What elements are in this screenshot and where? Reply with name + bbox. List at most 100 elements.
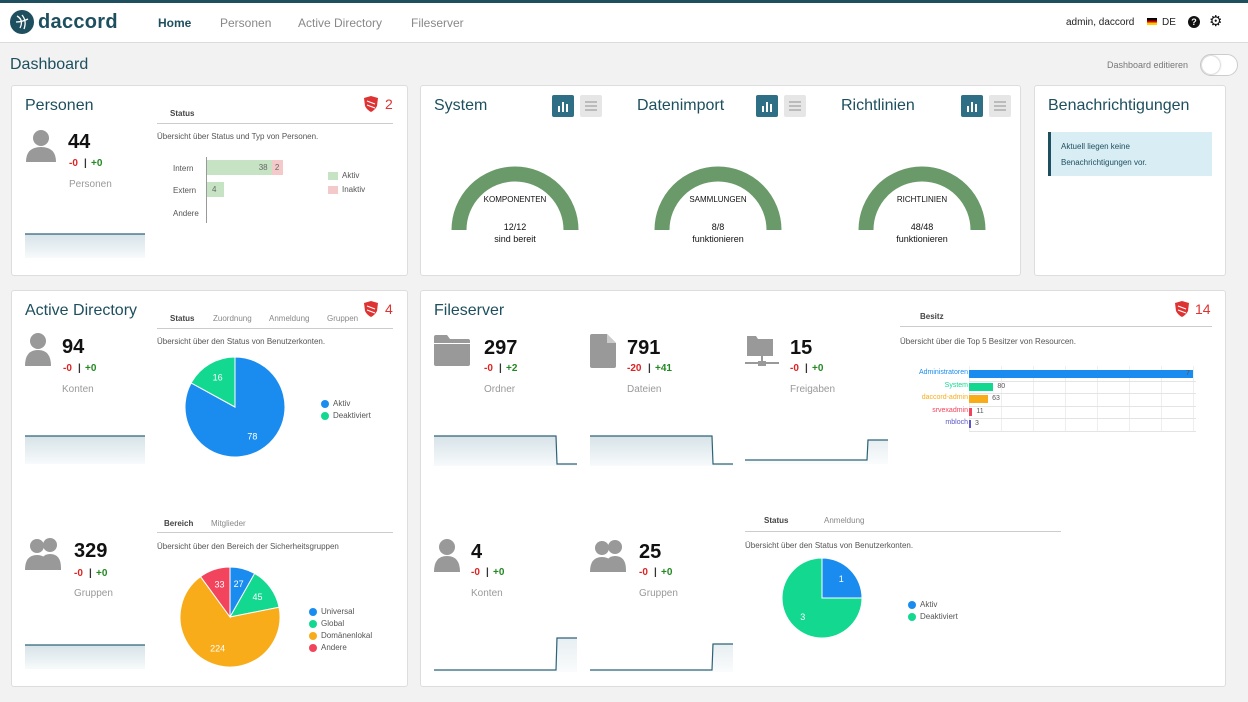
bar-intern-inaktiv[interactable]: 2 bbox=[271, 160, 283, 175]
fs-gruppen-label: Gruppen bbox=[639, 588, 678, 599]
ad-gruppen-pie[interactable]: 27 45 224 33 bbox=[175, 562, 285, 672]
bar-intern-aktiv[interactable]: 38 bbox=[207, 160, 272, 175]
ad-konten-pie[interactable]: 78 16 bbox=[180, 352, 290, 462]
ad-tab-mitglieder[interactable]: Mitglieder bbox=[211, 519, 246, 528]
file-icon bbox=[590, 334, 616, 368]
legend-domaenenlokal: Domänenlokal bbox=[309, 631, 372, 640]
owner-value: 63 bbox=[992, 395, 1000, 402]
navbar: daccord Home Personen Active Directory F… bbox=[0, 3, 1248, 43]
datenimport-list-view-button[interactable] bbox=[784, 95, 806, 117]
besitz-tab[interactable]: Besitz bbox=[920, 312, 944, 321]
grid-line bbox=[1033, 366, 1034, 432]
system-chart-view-button[interactable] bbox=[552, 95, 574, 117]
ad-tab-gruppen[interactable]: Gruppen bbox=[327, 314, 359, 323]
page-title: Dashboard bbox=[10, 56, 89, 73]
freigaben-sparkline bbox=[745, 439, 888, 464]
nav-personen[interactable]: Personen bbox=[220, 16, 272, 30]
sep: | bbox=[654, 567, 657, 578]
nav-fileserver[interactable]: Fileserver bbox=[411, 16, 464, 30]
top-accent-bar bbox=[0, 0, 1248, 3]
dateien-label: Dateien bbox=[627, 384, 662, 395]
datenimport-gauge-value: 8/8 bbox=[711, 222, 725, 232]
pie-slice-dom-nenlokal[interactable] bbox=[179, 575, 281, 668]
app-name: daccord bbox=[38, 10, 118, 33]
pie-label: 1 bbox=[839, 574, 844, 584]
dateien-minus: -20 bbox=[627, 363, 642, 374]
pie-label: 16 bbox=[213, 373, 223, 383]
richtlinien-chart-view-button[interactable] bbox=[961, 95, 983, 117]
owner-bar[interactable] bbox=[969, 395, 989, 403]
nav-home[interactable]: Home bbox=[158, 16, 192, 30]
system-title: System bbox=[434, 97, 488, 114]
ad-tab-status[interactable]: Status bbox=[170, 314, 195, 323]
pie-slice-aktiv[interactable] bbox=[821, 557, 863, 599]
pie-slice-andere[interactable] bbox=[199, 566, 231, 619]
fs-gruppen-plus: +0 bbox=[661, 567, 673, 578]
gear-icon[interactable]: ⚙ bbox=[1209, 13, 1223, 30]
user-name[interactable]: admin, daccord bbox=[1066, 17, 1135, 28]
bar-extern-aktiv[interactable]: 4 bbox=[207, 182, 224, 197]
freigaben-label: Freigaben bbox=[790, 384, 836, 395]
owner-bar[interactable] bbox=[969, 407, 973, 416]
fs-konten-count: 4 bbox=[471, 541, 483, 563]
personen-tab-status[interactable]: Status bbox=[170, 109, 195, 118]
legend-deaktiviert: Deaktiviert bbox=[321, 411, 371, 420]
owner-bar[interactable] bbox=[969, 382, 994, 391]
system-list-view-button[interactable] bbox=[580, 95, 602, 117]
ad-alert-count[interactable]: 4 bbox=[385, 301, 393, 317]
notifications-empty-notice: Aktuell liegen keine Benachrichtigungen … bbox=[1048, 132, 1212, 176]
personen-minus: -0 bbox=[69, 158, 78, 169]
person-icon bbox=[434, 539, 460, 572]
benachrichtigungen-title: Benachrichtigungen bbox=[1048, 97, 1190, 114]
sep: | bbox=[486, 567, 489, 578]
group-icon bbox=[590, 540, 626, 572]
fs-gruppen-count: 25 bbox=[639, 541, 662, 563]
logo[interactable]: daccord bbox=[10, 10, 118, 34]
legend-swatch bbox=[908, 600, 916, 609]
fileserver-title: Fileserver bbox=[434, 302, 505, 319]
row-separator bbox=[969, 418, 1196, 419]
freigaben-minus: -0 bbox=[790, 363, 799, 374]
fs-tab-status[interactable]: Status bbox=[764, 516, 789, 525]
ad-tab-zuordnung[interactable]: Zuordnung bbox=[213, 314, 252, 323]
owner-value: 3 bbox=[975, 420, 979, 427]
personen-desc: Übersicht über Status und Typ von Person… bbox=[157, 132, 319, 141]
pie-slice-deaktiviert[interactable] bbox=[190, 356, 236, 408]
owner-label: daccord-admin bbox=[921, 394, 968, 401]
legend-swatch bbox=[328, 185, 338, 194]
shield-icon bbox=[364, 301, 378, 317]
legend-swatch bbox=[309, 607, 317, 616]
richtlinien-list-view-button[interactable] bbox=[989, 95, 1011, 117]
ad-tab-bereich[interactable]: Bereich bbox=[164, 519, 194, 528]
ad-tab-anmeldung[interactable]: Anmeldung bbox=[269, 314, 310, 323]
freigaben-count: 15 bbox=[790, 337, 813, 359]
ad-gruppen-minus: -0 bbox=[74, 568, 83, 579]
pie-slice-deaktiviert[interactable] bbox=[781, 557, 863, 639]
shield-icon bbox=[1175, 301, 1189, 317]
flag-de-icon[interactable] bbox=[1147, 18, 1157, 25]
personen-alert-count[interactable]: 2 bbox=[385, 96, 393, 112]
help-icon[interactable]: ? bbox=[1188, 16, 1200, 28]
fileserver-alert-count[interactable]: 14 bbox=[1195, 301, 1211, 317]
richtlinien-gauge-status: funktionieren bbox=[896, 234, 948, 244]
fs-tab-anmeldung[interactable]: Anmeldung bbox=[824, 516, 865, 525]
tab-underline bbox=[900, 326, 1212, 327]
owner-value: 7 bbox=[1186, 370, 1190, 377]
ordner-count: 297 bbox=[484, 337, 518, 359]
group-icon bbox=[25, 538, 61, 570]
legend-swatch bbox=[328, 171, 338, 180]
ad-konten-count: 94 bbox=[62, 336, 85, 358]
owner-bar[interactable] bbox=[969, 420, 971, 428]
owner-bar[interactable] bbox=[969, 370, 1193, 378]
grid-line bbox=[1065, 366, 1066, 432]
dashboard-edit-toggle[interactable] bbox=[1200, 54, 1238, 76]
row-label-extern: Extern bbox=[173, 186, 197, 195]
fs-status-pie[interactable]: 13 bbox=[780, 556, 864, 640]
personen-sep: | bbox=[84, 158, 87, 169]
datenimport-chart-view-button[interactable] bbox=[756, 95, 778, 117]
sep: | bbox=[89, 568, 92, 579]
ad-konten-sparkline bbox=[25, 435, 145, 464]
language-label[interactable]: DE bbox=[1162, 17, 1176, 28]
nav-active-directory[interactable]: Active Directory bbox=[298, 16, 383, 30]
system-gauge-value: 12/12 bbox=[503, 222, 527, 232]
